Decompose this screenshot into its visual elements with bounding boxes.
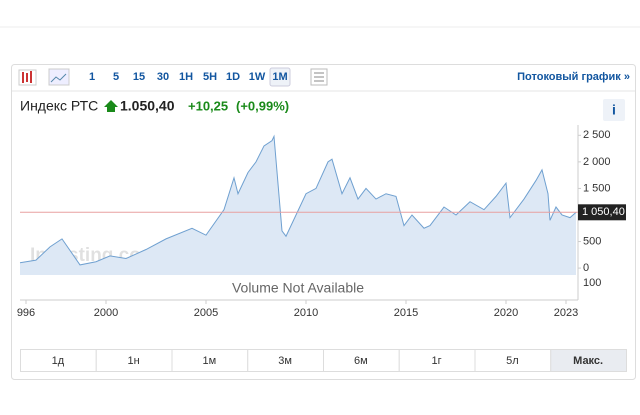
range-button[interactable] (550, 349, 627, 372)
interval-selected (269, 67, 291, 87)
range-label[interactable]: Макс. (573, 355, 603, 367)
interval[interactable]: 1M (272, 71, 287, 83)
index-name: Индекс РТС (20, 98, 98, 114)
range-label[interactable]: 1н (128, 355, 140, 367)
y-tick-label: 2 000 (583, 156, 611, 168)
svg-text:i: i (612, 102, 616, 118)
interval[interactable]: 1 (89, 71, 95, 83)
change-pct: (+0,99%) (236, 98, 289, 113)
x-tick-label: 2023 (554, 307, 578, 319)
current-label: 1 050,40 (582, 206, 625, 218)
x-tick-label: 2015 (394, 307, 418, 319)
range-label[interactable]: 6м (354, 355, 368, 367)
range-label[interactable]: 3м (278, 355, 292, 367)
interval[interactable]: 5 (113, 71, 119, 83)
volume-note: Volume Not Available (232, 280, 364, 296)
x-tick-label: 2000 (94, 307, 118, 319)
streaming-link-text[interactable]: Потоковый график (517, 71, 621, 83)
up-arrow (104, 100, 118, 112)
area-icon[interactable] (48, 68, 70, 86)
y-tick-label: 500 (583, 235, 601, 247)
y-tick-label: 2 500 (583, 129, 611, 141)
x-tick-label: 2020 (494, 307, 518, 319)
range-label[interactable]: 1д (52, 355, 65, 367)
current-badge (578, 204, 626, 221)
interval[interactable]: 5H (203, 71, 217, 83)
range-label[interactable]: 5л (506, 355, 519, 367)
interval[interactable]: 1W (249, 71, 266, 83)
candle-icon[interactable] (18, 69, 37, 86)
change: +10,25 (188, 98, 228, 113)
interval[interactable]: 1H (179, 71, 193, 83)
range-label[interactable]: 1г (432, 355, 442, 367)
x-tick-label: 2005 (194, 307, 218, 319)
x-tick-label: 2010 (294, 307, 318, 319)
info-button[interactable]: i (603, 99, 625, 121)
streaming-link[interactable]: Потоковый график » (517, 71, 630, 83)
price: 1.050,40 (120, 98, 175, 114)
interval[interactable]: 1D (226, 71, 240, 83)
y-tick-label: 0 (583, 262, 589, 274)
area-fill (20, 136, 576, 275)
range-label[interactable]: 1м (203, 355, 217, 367)
interval[interactable]: 15 (133, 71, 145, 83)
layout-icon[interactable] (310, 68, 328, 86)
volume-tick-label: 100 (583, 277, 601, 289)
y-tick-label: 1 500 (583, 182, 611, 194)
price-line (19, 134, 577, 266)
interval[interactable]: 30 (157, 71, 169, 83)
x-tick-label: 996 (17, 307, 35, 319)
